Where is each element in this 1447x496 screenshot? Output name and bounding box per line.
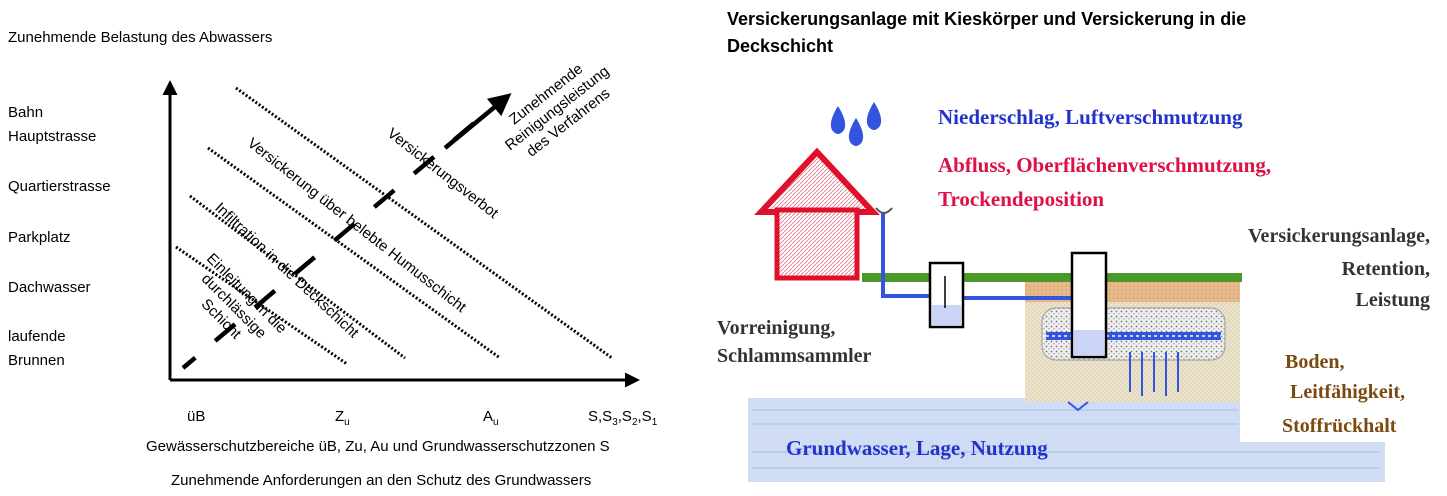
right-diagram: Versickerungsanlage mit Kieskörper und V… xyxy=(717,9,1430,482)
house-body xyxy=(774,207,860,281)
zone-boundary-line-4 xyxy=(175,245,348,366)
y-category-bahn: Bahn xyxy=(8,104,43,121)
groundwater-waves xyxy=(752,409,1380,469)
label-grundwasser: Grundwasser, Lage, Nutzung xyxy=(786,436,1048,460)
label-anlage-line3: Leistung xyxy=(1356,289,1430,311)
rain-drop-icon xyxy=(830,102,882,146)
label-niederschlag: Niederschlag, Luftverschmutzung xyxy=(938,105,1243,129)
label-abfluss-line2: Trockendeposition xyxy=(938,187,1104,211)
label-anlage-line1: Versickerungsanlage, xyxy=(1248,225,1430,247)
infiltration-shaft-water xyxy=(1074,330,1104,355)
left-diagram: Zunehmende Belastung des Abwassers Bahn … xyxy=(8,29,658,489)
y-category-quartierstrasse: Quartierstrasse xyxy=(8,178,111,195)
groundwater-extension xyxy=(1242,442,1385,482)
label-abfluss-line1: Abfluss, Oberflächenverschmutzung, xyxy=(938,153,1271,177)
pipe-house-to-settler xyxy=(881,213,943,298)
label-vorreinigung-line2: Schlammsammler xyxy=(717,345,872,367)
y-category-parkplatz: Parkplatz xyxy=(8,229,71,246)
settling-tank-water xyxy=(932,305,961,325)
house-roof xyxy=(754,147,880,215)
right-title-line1: Versickerungsanlage mit Kieskörper und V… xyxy=(727,9,1246,29)
label-boden-line3: Stoffrückhalt xyxy=(1282,415,1397,437)
y-category-laufende: laufende xyxy=(8,328,66,345)
right-title-line2: Deckschicht xyxy=(727,36,833,56)
y-axis-title: Zunehmende Belastung des Abwassers xyxy=(8,29,272,46)
purification-arrow-head xyxy=(443,93,512,150)
groundwater-level-marker xyxy=(1067,401,1089,412)
label-boden-line2: Leitfähigkeit, xyxy=(1290,381,1405,403)
zone-boundary-line-3 xyxy=(189,194,406,360)
soil-edge xyxy=(1240,276,1243,442)
y-category-brunnen: Brunnen xyxy=(8,352,65,369)
x-axis-title: Gewässerschutzbereiche üB, Zu, Au und Gr… xyxy=(146,438,610,455)
arrow-label: Zunehmende Reinigungsleistung des Verfah… xyxy=(502,60,613,160)
infiltration-arrows xyxy=(1129,352,1179,396)
y-category-hauptstrasse: Hauptstrasse xyxy=(8,128,96,145)
ground-surface-line xyxy=(862,273,1242,282)
zone-boundary-line-1 xyxy=(235,86,613,360)
x-category-s-zones: S,S3,S2,S1 xyxy=(588,408,658,428)
x-category-ub: üB xyxy=(187,408,205,425)
gutter-icon xyxy=(875,207,893,214)
bottom-title: Zunehmende Anforderungen an den Schutz d… xyxy=(171,472,591,489)
x-category-au: Au xyxy=(483,408,499,428)
y-category-dachwasser: Dachwasser xyxy=(8,279,91,296)
label-anlage-line2: Retention, xyxy=(1342,258,1430,280)
label-boden-line1: Boden, xyxy=(1285,351,1344,373)
label-vorreinigung-line1: Vorreinigung, xyxy=(717,317,835,339)
x-category-zu: Zu xyxy=(335,408,350,428)
distribution-pipe xyxy=(1046,332,1221,340)
purification-arrow-shaft xyxy=(181,101,500,370)
